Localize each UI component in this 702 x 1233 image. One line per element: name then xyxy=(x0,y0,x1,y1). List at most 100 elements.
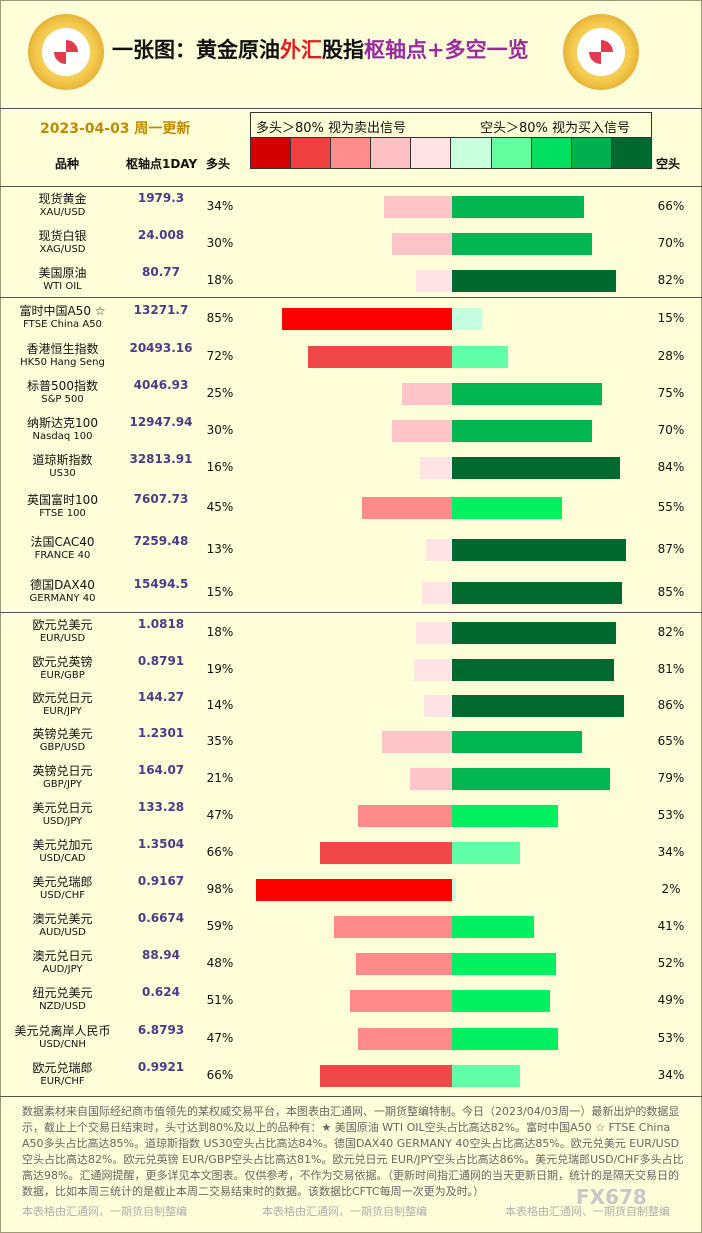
instrument-name: 澳元兑日元 AUD/JPY xyxy=(0,949,125,977)
short-percent: 41% xyxy=(657,918,685,933)
table-row: 英镑兑美元 GBP/USD 1.2301 35% 65% xyxy=(0,723,702,760)
instrument-name-cn: 英镑兑美元 xyxy=(32,726,93,741)
color-swatch xyxy=(491,138,532,168)
table-row: 德国DAX40 GERMANY 40 15494.5 15% 85% xyxy=(0,571,702,614)
table-row: 标普500指数 S&P 500 4046.93 25% 75% xyxy=(0,375,702,412)
instrument-name-cn: 纽元兑美元 xyxy=(32,986,93,1000)
long-percent: 51% xyxy=(206,993,234,1007)
divider xyxy=(0,108,702,109)
long-bar xyxy=(362,496,452,519)
short-percent: 84% xyxy=(657,460,685,474)
instrument-name-en: EUR/CHF xyxy=(40,1075,85,1087)
long-bar xyxy=(320,841,452,864)
short-percent: 28% xyxy=(657,348,685,363)
short-percent: 81% xyxy=(657,661,685,676)
long-bar xyxy=(334,915,452,938)
pivot-value: 0.624 xyxy=(142,985,180,999)
long-percent: 35% xyxy=(206,733,234,748)
color-swatch xyxy=(611,138,651,168)
pivot-value: 0.8791 xyxy=(137,653,185,668)
color-swatch xyxy=(291,138,332,168)
instrument-name: 英镑兑日元 GBP/JPY xyxy=(0,764,125,792)
instrument-name: 富时中国A50 ☆ FTSE China A50 xyxy=(0,304,125,332)
short-percent: 2% xyxy=(661,881,681,896)
pivot-value: 20493.16 xyxy=(129,340,193,355)
long-percent: 72% xyxy=(206,348,234,363)
instrument-name: 美元兑加元 USD/CAD xyxy=(0,838,125,866)
long-bar xyxy=(410,767,452,790)
legend-short-signal: 空头＞80% 视为买入信号 xyxy=(480,121,631,136)
long-percent: 18% xyxy=(206,624,234,639)
short-percent: 86% xyxy=(657,697,685,712)
short-percent: 70% xyxy=(657,235,685,250)
pivot-value: 4046.93 xyxy=(133,377,189,392)
divider xyxy=(0,186,702,187)
table-row: 欧元兑瑞郎 EUR/CHF 0.9921 66% 34% xyxy=(0,1057,702,1094)
divider xyxy=(0,297,702,298)
pivot-value: 32813.91 xyxy=(129,452,193,466)
long-percent: 34% xyxy=(206,198,234,213)
pivot-value: 0.6674 xyxy=(137,910,185,925)
short-bar xyxy=(452,990,550,1012)
footer-watermark: 本表格由汇通网、一期货自制整编 xyxy=(22,1205,187,1218)
short-percent: 53% xyxy=(657,1030,685,1045)
short-percent: 53% xyxy=(657,807,685,822)
instrument-name: 欧元兑英镑 EUR/GBP xyxy=(0,655,125,683)
footer-note: 数据素材来自国际经纪商市值领先的某权威交易平台，本图表由汇通网、一期货整编特制。… xyxy=(22,1105,684,1198)
long-bar xyxy=(416,269,452,292)
instrument-name-en: FTSE 100 xyxy=(39,507,86,519)
long-bar xyxy=(392,419,452,442)
short-percent: 34% xyxy=(657,844,685,859)
table-row: 美元兑日元 USD/JPY 133.28 47% 53% xyxy=(0,797,702,834)
long-bar xyxy=(308,345,452,368)
instrument-name: 纳斯达克100 Nasdaq 100 xyxy=(0,416,125,444)
long-bar xyxy=(402,382,452,405)
instrument-name-en: XAG/USD xyxy=(39,243,86,255)
table-row: 英国富时100 FTSE 100 7607.73 45% 55% xyxy=(0,487,702,528)
pivot-value: 144.27 xyxy=(137,689,185,704)
long-percent: 25% xyxy=(206,385,234,400)
short-percent: 55% xyxy=(657,499,685,514)
long-percent: 21% xyxy=(206,770,234,785)
instrument-name: 欧元兑日元 EUR/JPY xyxy=(0,691,125,719)
instrument-name: 美元兑离岸人民币 USD/CNH xyxy=(0,1024,125,1052)
instrument-name-cn: 香港恒生指数 xyxy=(26,341,99,356)
short-percent: 70% xyxy=(657,422,685,437)
color-swatch xyxy=(331,138,372,168)
long-percent: 59% xyxy=(206,918,234,933)
instrument-name-en: USD/CHF xyxy=(40,889,85,901)
long-bar xyxy=(350,990,452,1012)
long-bar xyxy=(414,658,452,681)
long-percent: 47% xyxy=(206,807,234,822)
instrument-name-en: FRANCE 40 xyxy=(34,549,91,561)
pivot-value: 0.9167 xyxy=(137,873,185,888)
instrument-name: 现货白银 XAG/USD xyxy=(0,229,125,257)
instrument-name-cn: 法国CAC40 xyxy=(30,534,95,549)
short-bar xyxy=(452,1064,520,1087)
instrument-name-cn: 现货黄金 xyxy=(38,191,87,206)
long-percent: 47% xyxy=(206,1030,234,1045)
table-row: 香港恒生指数 HK50 Hang Seng 20493.16 72% 28% xyxy=(0,338,702,375)
short-percent: 34% xyxy=(657,1067,685,1082)
short-bar xyxy=(452,232,592,255)
long-bar xyxy=(282,307,452,330)
instrument-name: 美国原油 WTI OIL xyxy=(0,266,125,294)
short-percent: 65% xyxy=(657,733,685,748)
color-swatch xyxy=(451,138,492,168)
instrument-name: 英镑兑美元 GBP/USD xyxy=(0,727,125,755)
short-percent: 52% xyxy=(657,955,685,970)
instrument-name-en: Nasdaq 100 xyxy=(32,430,93,442)
table-row: 欧元兑日元 EUR/JPY 144.27 14% 86% xyxy=(0,688,702,723)
instrument-name: 纽元兑美元 NZD/USD xyxy=(0,986,125,1014)
instrument-name-cn: 德国DAX40 xyxy=(30,577,95,592)
short-percent: 87% xyxy=(657,541,685,556)
color-swatch xyxy=(411,138,452,168)
short-percent: 75% xyxy=(657,385,685,400)
instrument-name-cn: 富时中国A50 ☆ xyxy=(19,303,106,318)
pivot-value: 80.77 xyxy=(142,264,180,279)
long-percent: 66% xyxy=(206,844,234,859)
table-row: 英镑兑日元 GBP/JPY 164.07 21% 79% xyxy=(0,760,702,797)
instrument-name-cn: 美元兑日元 xyxy=(32,800,93,815)
short-bar xyxy=(452,345,508,368)
instrument-name-en: HK50 Hang Seng xyxy=(20,356,105,368)
